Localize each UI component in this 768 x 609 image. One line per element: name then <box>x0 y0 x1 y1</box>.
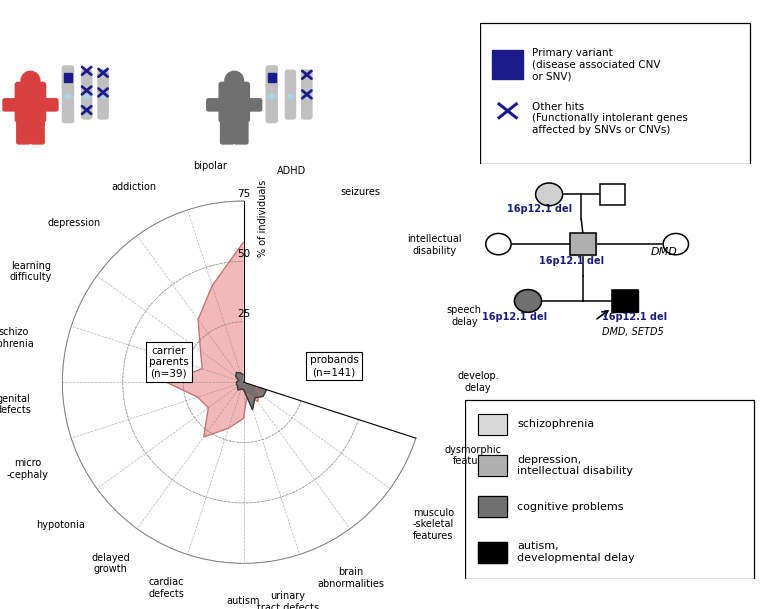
FancyBboxPatch shape <box>219 82 250 122</box>
Text: develop.
delay: develop. delay <box>458 371 499 393</box>
Text: intellectual
disability: intellectual disability <box>407 234 462 256</box>
FancyBboxPatch shape <box>244 99 262 111</box>
Text: 16p12.1 del: 16p12.1 del <box>482 312 547 323</box>
FancyBboxPatch shape <box>15 82 45 122</box>
Text: dysmorphic
features: dysmorphic features <box>445 445 502 466</box>
Text: ADHD: ADHD <box>277 166 306 176</box>
Text: Primary variant
(disease associated CNV
or SNV): Primary variant (disease associated CNV … <box>532 48 660 81</box>
FancyBboxPatch shape <box>286 96 296 119</box>
Circle shape <box>515 290 541 312</box>
Text: autism: autism <box>227 596 260 606</box>
Bar <box>478 456 508 476</box>
FancyBboxPatch shape <box>3 99 21 111</box>
FancyBboxPatch shape <box>62 96 74 122</box>
Text: brain
abnormalities: brain abnormalities <box>317 568 384 589</box>
Text: 75: 75 <box>237 189 250 199</box>
FancyBboxPatch shape <box>286 70 296 97</box>
FancyBboxPatch shape <box>41 99 58 111</box>
Bar <box>478 496 508 517</box>
Bar <box>612 290 637 312</box>
FancyBboxPatch shape <box>266 66 277 97</box>
Text: DMD: DMD <box>650 247 677 257</box>
Bar <box>600 184 625 205</box>
Text: depression,
intellectual disability: depression, intellectual disability <box>517 455 633 476</box>
FancyBboxPatch shape <box>302 96 312 119</box>
FancyBboxPatch shape <box>98 70 108 97</box>
Ellipse shape <box>288 94 293 98</box>
Text: delayed
growth: delayed growth <box>91 553 131 574</box>
Text: bipolar: bipolar <box>194 161 227 171</box>
Circle shape <box>535 183 563 206</box>
Text: carrier
parents
(n=39): carrier parents (n=39) <box>149 345 189 379</box>
Text: 16p12.1 del: 16p12.1 del <box>602 312 667 323</box>
Circle shape <box>485 233 511 255</box>
Text: cognitive problems: cognitive problems <box>517 502 624 512</box>
Ellipse shape <box>269 94 275 99</box>
Text: % of individuals: % of individuals <box>258 180 268 257</box>
Text: schizophrenia: schizophrenia <box>517 420 594 429</box>
Bar <box>478 542 508 563</box>
Text: depression: depression <box>47 218 101 228</box>
Text: 16p12.1 del: 16p12.1 del <box>507 204 572 214</box>
Text: musculo
-skeletal
features: musculo -skeletal features <box>413 508 454 541</box>
Bar <box>478 496 508 517</box>
Polygon shape <box>166 242 336 437</box>
FancyBboxPatch shape <box>62 66 74 97</box>
Ellipse shape <box>84 94 89 98</box>
Ellipse shape <box>225 71 243 90</box>
Text: genital
defects: genital defects <box>0 394 31 415</box>
Text: 50: 50 <box>237 249 250 259</box>
FancyBboxPatch shape <box>234 117 248 144</box>
Text: addiction: addiction <box>111 182 157 192</box>
Text: autism,
developmental delay: autism, developmental delay <box>517 541 635 563</box>
Text: schizo
-phrenia: schizo -phrenia <box>0 327 35 348</box>
Text: DMD, SETD5: DMD, SETD5 <box>602 326 664 337</box>
Ellipse shape <box>304 94 310 98</box>
Text: Other hits
(Functionally intolerant genes
affected by SNVs or CNVs): Other hits (Functionally intolerant gene… <box>532 102 688 135</box>
Polygon shape <box>236 372 280 410</box>
Text: micro
-cephaly: micro -cephaly <box>6 459 48 480</box>
FancyBboxPatch shape <box>17 117 31 144</box>
Bar <box>478 414 508 435</box>
Bar <box>570 233 596 255</box>
Text: seizures: seizures <box>341 186 381 197</box>
FancyBboxPatch shape <box>266 96 277 122</box>
Bar <box>478 414 508 435</box>
FancyBboxPatch shape <box>31 117 44 144</box>
Ellipse shape <box>21 71 40 90</box>
Text: learning
difficulty: learning difficulty <box>10 261 52 283</box>
Bar <box>570 233 596 255</box>
Ellipse shape <box>101 94 106 98</box>
Bar <box>600 184 625 205</box>
Bar <box>492 50 523 79</box>
Bar <box>478 542 508 563</box>
FancyBboxPatch shape <box>207 99 224 111</box>
Circle shape <box>663 233 688 255</box>
FancyBboxPatch shape <box>81 70 91 97</box>
Bar <box>267 73 276 82</box>
FancyBboxPatch shape <box>98 96 108 119</box>
Text: speech
delay: speech delay <box>447 305 482 327</box>
Bar <box>612 290 637 312</box>
Bar <box>64 73 72 82</box>
Ellipse shape <box>65 94 71 99</box>
Text: probands
(n=141): probands (n=141) <box>310 356 359 377</box>
Text: hypotonia: hypotonia <box>36 520 84 530</box>
FancyBboxPatch shape <box>220 117 234 144</box>
Text: 16p12.1 del: 16p12.1 del <box>538 256 604 266</box>
Text: cardiac
defects: cardiac defects <box>149 577 184 599</box>
FancyBboxPatch shape <box>81 96 91 119</box>
FancyBboxPatch shape <box>302 70 312 97</box>
Text: urinary
tract defects: urinary tract defects <box>257 591 319 609</box>
Bar <box>478 456 508 476</box>
Text: 25: 25 <box>237 309 250 319</box>
